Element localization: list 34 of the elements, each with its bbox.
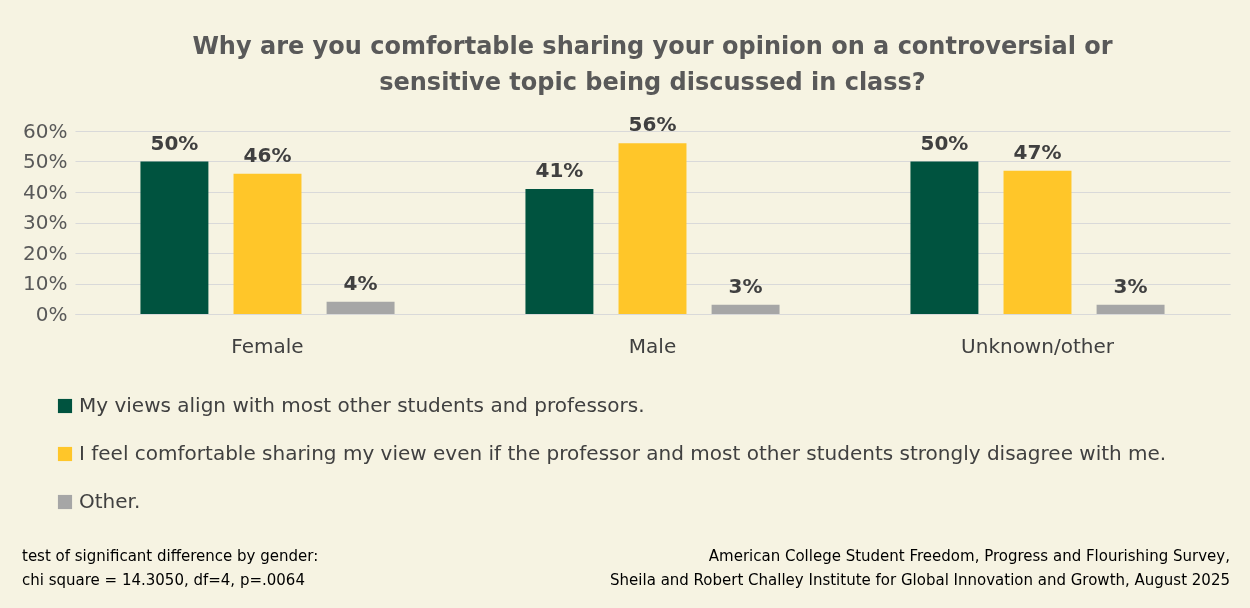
y-tick-label: 0% bbox=[35, 301, 68, 326]
x-tick-label: Female bbox=[231, 333, 304, 358]
y-tick-label: 10% bbox=[23, 271, 68, 295]
y-tick-label: 40% bbox=[23, 179, 68, 204]
y-tick-label: 60% bbox=[23, 118, 68, 143]
legend-label: I feel comfortable sharing my view even if the professor and most other students strongly disagree with me. bbox=[79, 441, 1167, 465]
bar bbox=[618, 143, 687, 314]
data-label: 4% bbox=[343, 270, 378, 295]
data-label: 41% bbox=[535, 157, 584, 182]
legend-label: My views align with most other students and professors. bbox=[79, 393, 645, 417]
legend-label: Other. bbox=[79, 489, 141, 513]
data-label: 3% bbox=[1113, 273, 1148, 298]
data-label: 3% bbox=[728, 273, 763, 298]
bar bbox=[910, 161, 979, 314]
bar bbox=[525, 188, 594, 314]
data-label: 50% bbox=[150, 130, 199, 155]
bar bbox=[1003, 170, 1072, 314]
y-tick-label: 20% bbox=[23, 240, 68, 265]
y-tick-label: 30% bbox=[23, 210, 68, 234]
y-tick-label: 50% bbox=[23, 149, 68, 173]
text: American College Student Freedom, Progress and Flourishing Survey, Sheila and Robert Challey Institute for Global Innovation and Growth, August 2025 bbox=[610, 547, 1230, 589]
bar bbox=[326, 301, 395, 314]
bar bbox=[140, 161, 209, 314]
x-tick-label: Male bbox=[628, 333, 677, 358]
data-label: 47% bbox=[1013, 139, 1062, 164]
text: test of significant difference by gender: chi square = 14.3050, df=4, p=.0064 bbox=[22, 547, 319, 589]
data-label: 46% bbox=[243, 142, 292, 167]
data-label: 50% bbox=[920, 130, 969, 155]
x-tick-label: Unknown/other bbox=[961, 333, 1115, 358]
data-label: 56% bbox=[628, 112, 677, 137]
chart-title: Why are you comfortable sharing your opinion on a controversial or sensitive topic being discussed in class? bbox=[192, 32, 1113, 97]
bar bbox=[233, 173, 302, 314]
bar bbox=[1096, 304, 1165, 314]
bar bbox=[711, 304, 780, 314]
